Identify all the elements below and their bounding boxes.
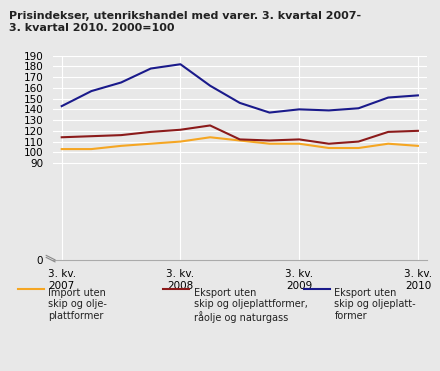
Text: Eksport uten
skip og oljeplattformer,
råolje og naturgass: Eksport uten skip og oljeplattformer, rå… bbox=[194, 288, 308, 323]
Text: Eksport uten
skip og oljeplatt-
former: Eksport uten skip og oljeplatt- former bbox=[334, 288, 416, 321]
Text: Import uten
skip og olje-
plattformer: Import uten skip og olje- plattformer bbox=[48, 288, 107, 321]
Text: Prisindekser, utenrikshandel med varer. 3. kvartal 2007-
3. kvartal 2010. 2000=1: Prisindekser, utenrikshandel med varer. … bbox=[9, 11, 361, 33]
